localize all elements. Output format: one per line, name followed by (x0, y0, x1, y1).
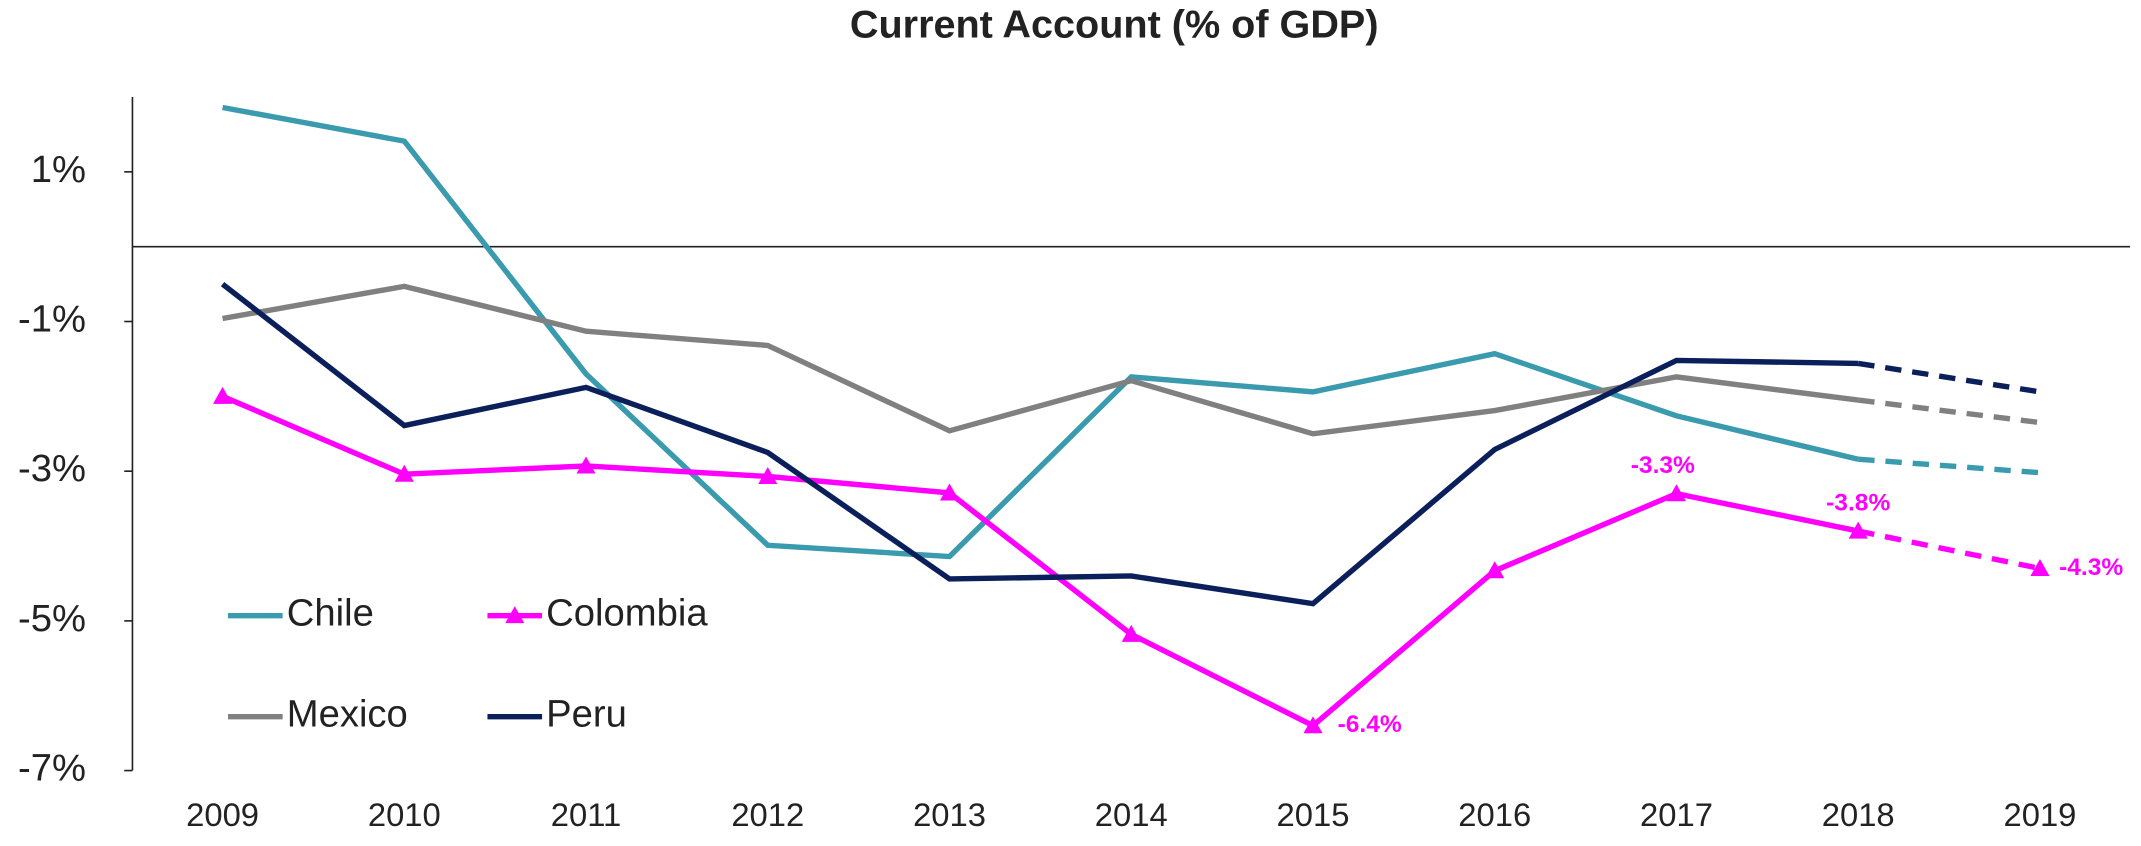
marker (2030, 559, 2050, 577)
data-label: -3.8% (1826, 490, 1890, 517)
x-tick-label: 2017 (1640, 797, 1713, 833)
legend-label: Chile (287, 593, 374, 635)
chart-title: Current Account (% of GDP) (850, 2, 1379, 46)
x-tick-label: 2013 (913, 797, 986, 833)
x-tick-label: 2015 (1277, 797, 1350, 833)
y-tick-label: -7% (18, 748, 86, 790)
data-label: -6.4% (1338, 711, 1402, 738)
y-tick-label: -5% (18, 598, 86, 640)
y-tick-label: -3% (18, 448, 86, 490)
marker (394, 464, 414, 482)
forecast-line (1858, 456, 2041, 476)
marker (1485, 561, 1505, 579)
line (222, 283, 1859, 437)
x-tick-label: 2010 (368, 797, 441, 833)
marker (213, 386, 233, 404)
y-tick-label: -1% (18, 299, 86, 341)
marker (1303, 716, 1323, 734)
marker (758, 467, 778, 484)
marker (939, 483, 960, 501)
marker (1666, 484, 1687, 502)
line (221, 393, 1859, 729)
marker (1848, 521, 1868, 539)
data-label: -3.3% (1631, 452, 1695, 479)
legend-marker (505, 606, 525, 624)
x-tick-label: 2014 (1095, 797, 1168, 833)
x-tick-label: 2011 (551, 797, 621, 833)
x-tick-label: 2018 (1822, 797, 1895, 833)
legend-label: Mexico (287, 694, 408, 736)
marker (1121, 624, 1141, 642)
x-tick-label: 2009 (186, 797, 259, 833)
line (222, 104, 1859, 560)
legend-label: Colombia (546, 593, 708, 635)
line (220, 281, 1859, 607)
y-tick-label: 1% (31, 149, 86, 191)
forecast-line (1857, 397, 2041, 426)
forecast-line (1857, 528, 2041, 572)
x-tick-label: 2012 (731, 797, 804, 833)
marker (576, 456, 596, 474)
data-label: -4.3% (2059, 554, 2123, 581)
forecast-line (1857, 360, 2041, 395)
x-tick-label: 2019 (2004, 797, 2077, 833)
x-tick-label: 2016 (1458, 797, 1531, 833)
legend-label: Peru (546, 694, 627, 736)
